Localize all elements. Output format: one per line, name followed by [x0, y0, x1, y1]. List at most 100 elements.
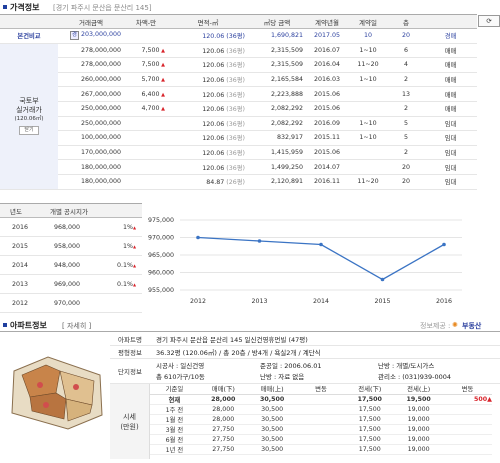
up-arrow-icon: ▲	[159, 91, 165, 98]
floor-plan-image[interactable]	[0, 335, 110, 463]
sise-cell: 17,500	[345, 394, 395, 405]
public-price-cell: 948,000	[40, 255, 102, 275]
public-price-row: 2016 968,000 1%▲	[0, 217, 143, 237]
up-arrow-icon: ▲	[132, 243, 137, 249]
day-cell: 1~10	[348, 130, 388, 146]
unit-price-cell: 832,917	[248, 130, 306, 146]
parking: 난방 : 자료 없음	[260, 373, 305, 381]
day-cell: 1~10	[348, 116, 388, 132]
ym-cell: 2016.11	[306, 174, 348, 190]
year-cell: 2015	[0, 236, 40, 256]
price-row: 100,000,000 120.06 (36평) 832,917 2015.11 1~1…	[0, 130, 477, 146]
sise-cell	[443, 444, 492, 455]
up-arrow-icon: ▲	[132, 281, 137, 287]
price-row: 180,000,000 84.87 (26평) 2,120,891 2016.11 11…	[0, 174, 477, 190]
side-close-button[interactable]: 닫기	[19, 126, 39, 136]
price-cell: 180,000,000	[58, 174, 124, 190]
floor-cell: 20	[388, 174, 424, 190]
sise-cell: 30,500	[247, 404, 297, 415]
y-tick-label: 970,000	[148, 235, 174, 242]
price-row: 267,000,000 6,400 ▲ 120.06 (36평) 2,223,888 2…	[0, 86, 477, 102]
price-section-title: 가격정보	[10, 3, 40, 12]
credit-label: 정보제공 :	[420, 322, 451, 330]
sise-cell: 27,750	[198, 444, 248, 455]
change-cell: 1%▲	[102, 236, 143, 256]
sise-row: 3월 전 27,750 30,500 17,500 19,000	[150, 424, 492, 435]
col-header: ㎡당 금액	[248, 14, 306, 29]
apt-detail-link[interactable]: [ 자세히 ]	[62, 322, 92, 330]
year-cell: 2013	[0, 274, 40, 294]
day-cell	[348, 101, 388, 117]
apt-name: 경기 파주시 문산읍 문산리 145 일신건영휴먼빌 (47평)	[156, 336, 308, 344]
price-table-header: 거래금액 차액-만 면적-㎡ ㎡당 금액 계약년월 계약일 층	[0, 14, 477, 29]
diff-value: 7,500	[141, 46, 160, 54]
type-cell: 매매	[424, 86, 477, 102]
data-point	[442, 242, 446, 247]
up-arrow-icon: ▲	[159, 77, 165, 84]
price-table: 거래금액 차액-만 면적-㎡ ㎡당 금액 계약년월 계약일 층 본건비교 경 20…	[0, 14, 477, 190]
area-cell: 120.06 (36평)	[168, 145, 248, 161]
change-cell	[102, 293, 143, 313]
sise-cell: 27,750	[198, 424, 248, 435]
sise-cell	[443, 434, 492, 445]
unit-price-cell: 1,415,959	[248, 145, 306, 161]
up-arrow-icon: ▲	[132, 224, 137, 230]
side-label: 실거래가	[16, 106, 42, 115]
refresh-button[interactable]: ⟳	[478, 15, 500, 27]
public-price-row: 2015 958,000 1%▲	[0, 236, 143, 256]
sise-row: 6월 전 27,750 30,500 17,500 19,000	[150, 434, 492, 445]
y-tick-label: 975,000	[148, 217, 174, 224]
unit-price-cell: 2,082,292	[248, 116, 306, 132]
type-cell: 매매	[424, 43, 477, 59]
change-cell: 0.1%▲	[102, 255, 143, 275]
sise-cell: 17,500	[345, 444, 395, 455]
data-point	[380, 277, 385, 282]
diff-value: 4,700	[141, 105, 160, 113]
sise-cell	[296, 434, 346, 445]
sise-cell: 17,500	[345, 434, 395, 445]
x-tick-label: 2012	[190, 298, 206, 305]
sise-cell	[443, 424, 492, 435]
type-cell: 매매	[424, 72, 477, 88]
area-cell: 120.06 (36평)	[168, 72, 248, 88]
sise-cell: 19,000	[394, 444, 444, 455]
x-tick-label: 2013	[251, 298, 267, 305]
col-header: 계약년월	[306, 14, 348, 29]
price-row: 180,000,000 120.06 (36평) 1,499,250 2014.07 2…	[0, 159, 477, 175]
public-price-cell: 970,000	[40, 293, 102, 313]
data-point	[196, 235, 200, 240]
sise-cell: 19,000	[394, 404, 444, 415]
side-label: 국토부	[19, 97, 39, 106]
year-cell: 2012	[0, 293, 40, 313]
floor-cell: 6	[388, 43, 424, 59]
change-value: 0.1%	[116, 280, 133, 288]
ym-cell: 2015.06	[306, 145, 348, 161]
compare-price: 203,000,000	[80, 31, 121, 39]
up-arrow-icon: ▲	[159, 106, 165, 113]
day-cell: 1~10	[348, 72, 388, 88]
public-price-table: 년도 개별 공시지가 2016 968,000 1%▲ 2015 958,000 1%▲ 2…	[0, 203, 143, 313]
sise-cell: 1년 전	[150, 444, 199, 455]
day-cell: 11~20	[348, 57, 388, 73]
sise-cell: 500▲	[443, 394, 492, 405]
public-price-cell: 969,000	[40, 274, 102, 294]
sise-cell	[296, 424, 346, 435]
year-cell: 2016	[0, 217, 40, 237]
area-cell: 120.06 (36평)	[168, 57, 248, 73]
y-tick-label: 965,000	[148, 252, 174, 259]
sise-row: 1월 전 28,000 30,500 17,500 19,000	[150, 414, 492, 425]
floor-cell: 4	[388, 57, 424, 73]
area-cell: 120.06 (36평)	[168, 86, 248, 102]
sise-cell: 30,500	[247, 444, 297, 455]
sise-cell	[443, 404, 492, 415]
col-header: 거래금액	[58, 14, 124, 29]
completed-date: 준공일 : 2006.06.01	[260, 362, 322, 370]
year-cell: 2014	[0, 255, 40, 275]
sise-cell: 28,000	[198, 414, 248, 425]
diff-cell: 4,700 ▲	[124, 101, 168, 117]
apt-section-header: 아파트정보 [ 자세히 ] 정보제공 : ✺ 부동산	[0, 318, 500, 332]
price-cell: 260,000,000	[58, 72, 124, 88]
area-cell: 120.06 (36평)	[168, 43, 248, 59]
up-arrow-icon: ▲	[159, 62, 165, 69]
sise-cell: 19,000	[394, 414, 444, 425]
